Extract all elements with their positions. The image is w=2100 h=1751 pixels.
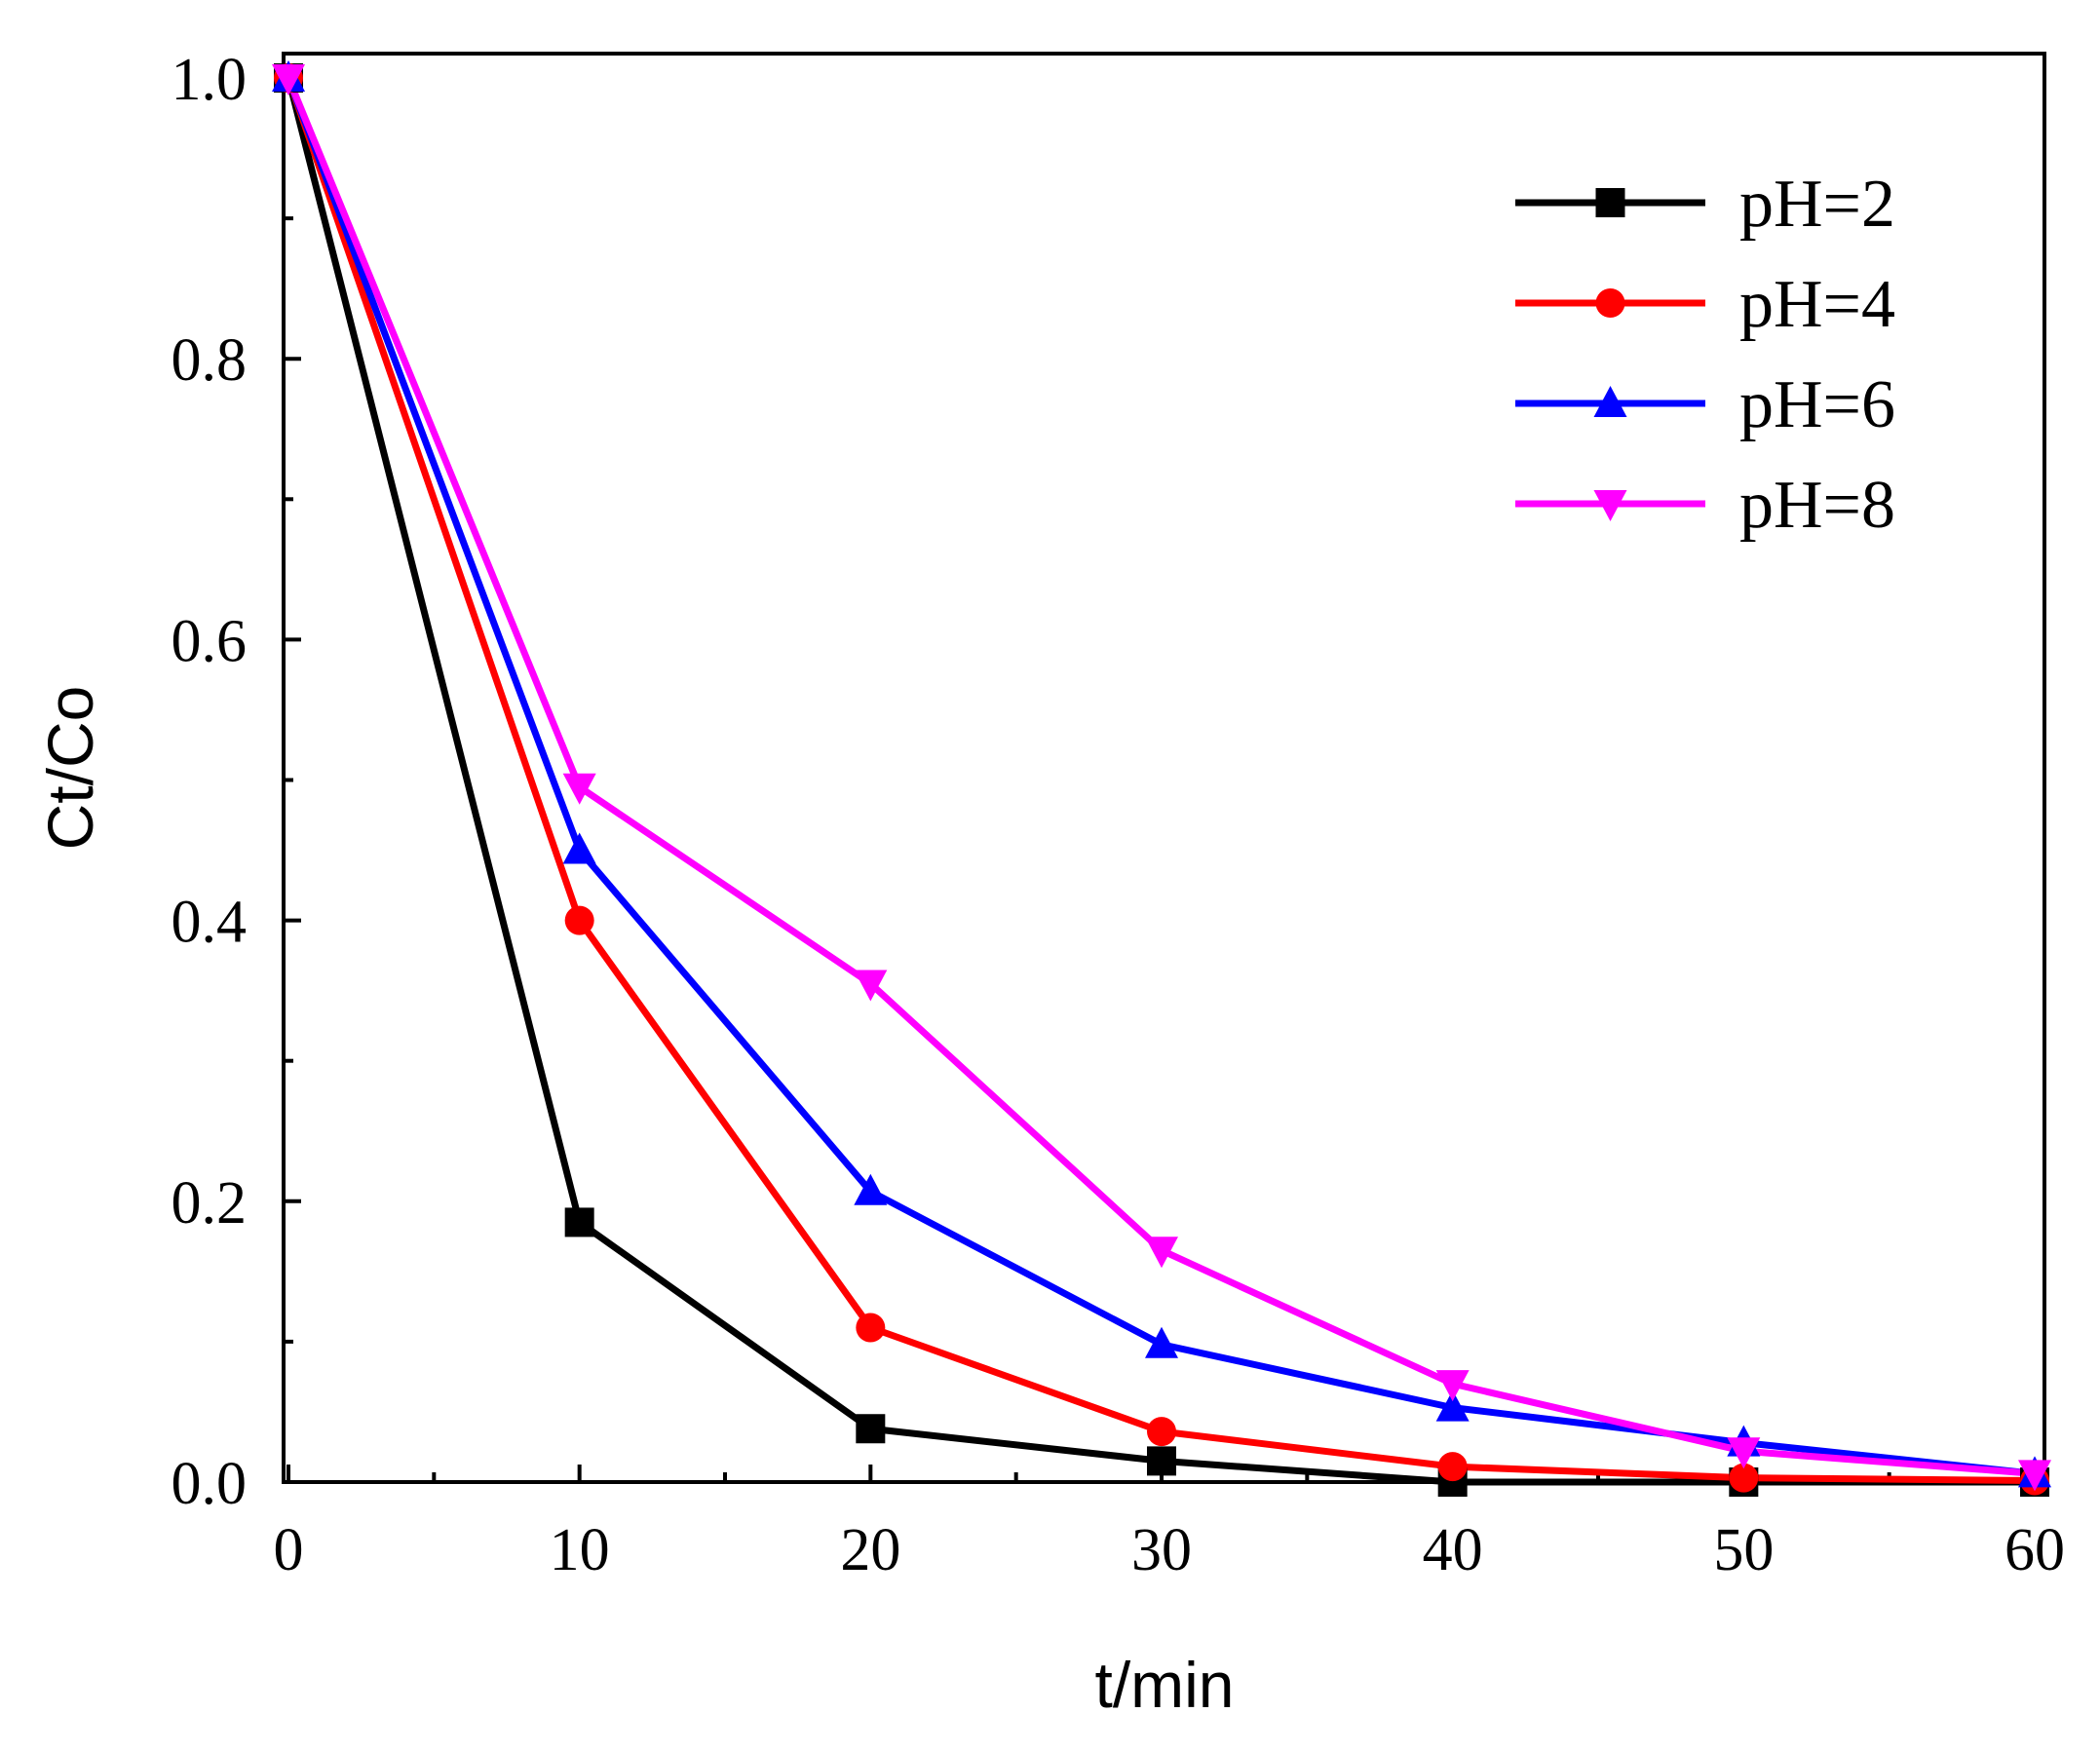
y-tick-label: 0.0 (172, 1451, 248, 1517)
data-point-ph8 (562, 773, 596, 805)
data-point-ph4 (564, 905, 594, 935)
data-point-ph8 (1145, 1237, 1178, 1269)
legend-label-ph2: pH=2 (1739, 167, 1895, 242)
data-point-ph8 (272, 64, 305, 95)
y-axis-title: Ct/Co (34, 686, 106, 851)
data-point-ph8 (2018, 1460, 2051, 1492)
data-point-ph8 (854, 970, 888, 1002)
legend: pH=2 pH=4 pH=6 pH=8 (1515, 167, 1895, 543)
legend-label-ph6: pH=6 (1739, 367, 1895, 442)
plot-frame (282, 52, 2046, 1484)
x-tick-label: 60 (2005, 1517, 2065, 1583)
data-point-ph2 (1147, 1446, 1176, 1476)
data-point-ph6 (1435, 1389, 1470, 1422)
data-point-ph2 (564, 1207, 594, 1237)
legend-marker-ph8 (1593, 490, 1627, 521)
x-axis-title: t/min (1094, 1649, 1234, 1721)
y-tick-label: 0.4 (172, 890, 248, 956)
x-tick-label: 30 (1131, 1517, 1192, 1583)
data-point-ph6 (562, 832, 596, 864)
data-point-ph8 (1727, 1437, 1761, 1469)
legend-label-ph4: pH=4 (1739, 267, 1895, 342)
data-point-ph4 (1437, 1452, 1468, 1482)
legend-marker-ph4 (1595, 288, 1625, 318)
data-point-ph8 (1435, 1370, 1470, 1402)
y-tick-label: 0.6 (172, 608, 248, 674)
legend-marker-ph2 (1595, 188, 1625, 217)
data-point-ph2 (856, 1414, 886, 1444)
data-point-ph4 (1729, 1463, 1759, 1493)
y-tick-label: 0.2 (172, 1170, 248, 1237)
y-tick-label: 0.8 (172, 327, 248, 394)
data-point-ph4 (1147, 1417, 1176, 1447)
data-point-ph6 (854, 1173, 888, 1205)
legend-marker-ph6 (1593, 386, 1627, 417)
data-point-ph4 (856, 1313, 886, 1343)
x-tick-label: 10 (550, 1517, 610, 1583)
y-tick-label: 1.0 (172, 47, 248, 113)
x-tick-label: 50 (1713, 1517, 1774, 1583)
data-point-ph6 (1145, 1326, 1178, 1358)
x-tick-label: 40 (1423, 1517, 1483, 1583)
x-tick-label: 20 (840, 1517, 900, 1583)
x-tick-label: 0 (274, 1517, 304, 1583)
legend-label-ph8: pH=8 (1739, 468, 1895, 543)
